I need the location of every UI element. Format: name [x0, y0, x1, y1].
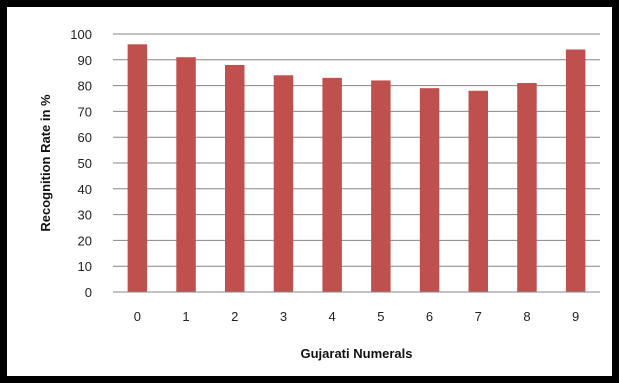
y-tick-label: 60 [78, 130, 92, 145]
y-axis-title: Recognition Rate in % [38, 94, 53, 232]
y-tick-label: 0 [85, 285, 92, 300]
chart-frame [6, 6, 613, 377]
bar-8 [517, 83, 537, 293]
bar-0 [127, 44, 148, 292]
bar-4 [322, 77, 342, 292]
bar-1 [176, 57, 196, 292]
x-tick-labels: 0 1 2 3 4 5 6 7 8 9 [134, 309, 580, 324]
x-tick-label: 7 [475, 309, 482, 324]
x-tick-label: 9 [572, 309, 579, 324]
x-tick-label: 1 [182, 309, 189, 324]
y-tick-label: 100 [70, 27, 92, 42]
bar-9 [565, 49, 586, 293]
y-tick-label: 70 [78, 104, 92, 119]
bar-6 [419, 88, 440, 293]
bars [127, 44, 586, 293]
y-tick-label: 20 [78, 233, 92, 248]
x-tick-label: 4 [329, 309, 336, 324]
y-tick-labels: 0 10 20 30 40 50 60 70 80 90 100 [70, 27, 92, 300]
x-tick-label: 3 [280, 309, 287, 324]
x-tick-label: 0 [134, 309, 141, 324]
x-tick-label: 5 [377, 309, 384, 324]
bar-7 [468, 90, 488, 292]
x-tick-label: 8 [523, 309, 530, 324]
y-tick-label: 10 [78, 259, 92, 274]
x-tick-label: 6 [426, 309, 433, 324]
bar-5 [371, 80, 391, 292]
y-tick-label: 90 [78, 53, 92, 68]
y-tick-label: 40 [78, 182, 92, 197]
y-tick-label: 80 [78, 79, 92, 94]
y-tick-label: 50 [78, 156, 92, 171]
bar-3 [273, 75, 294, 292]
x-axis-title: Gujarati Numerals [301, 346, 413, 361]
y-tick-label: 30 [78, 208, 92, 223]
x-tick-label: 2 [231, 309, 238, 324]
bar-2 [225, 64, 245, 293]
